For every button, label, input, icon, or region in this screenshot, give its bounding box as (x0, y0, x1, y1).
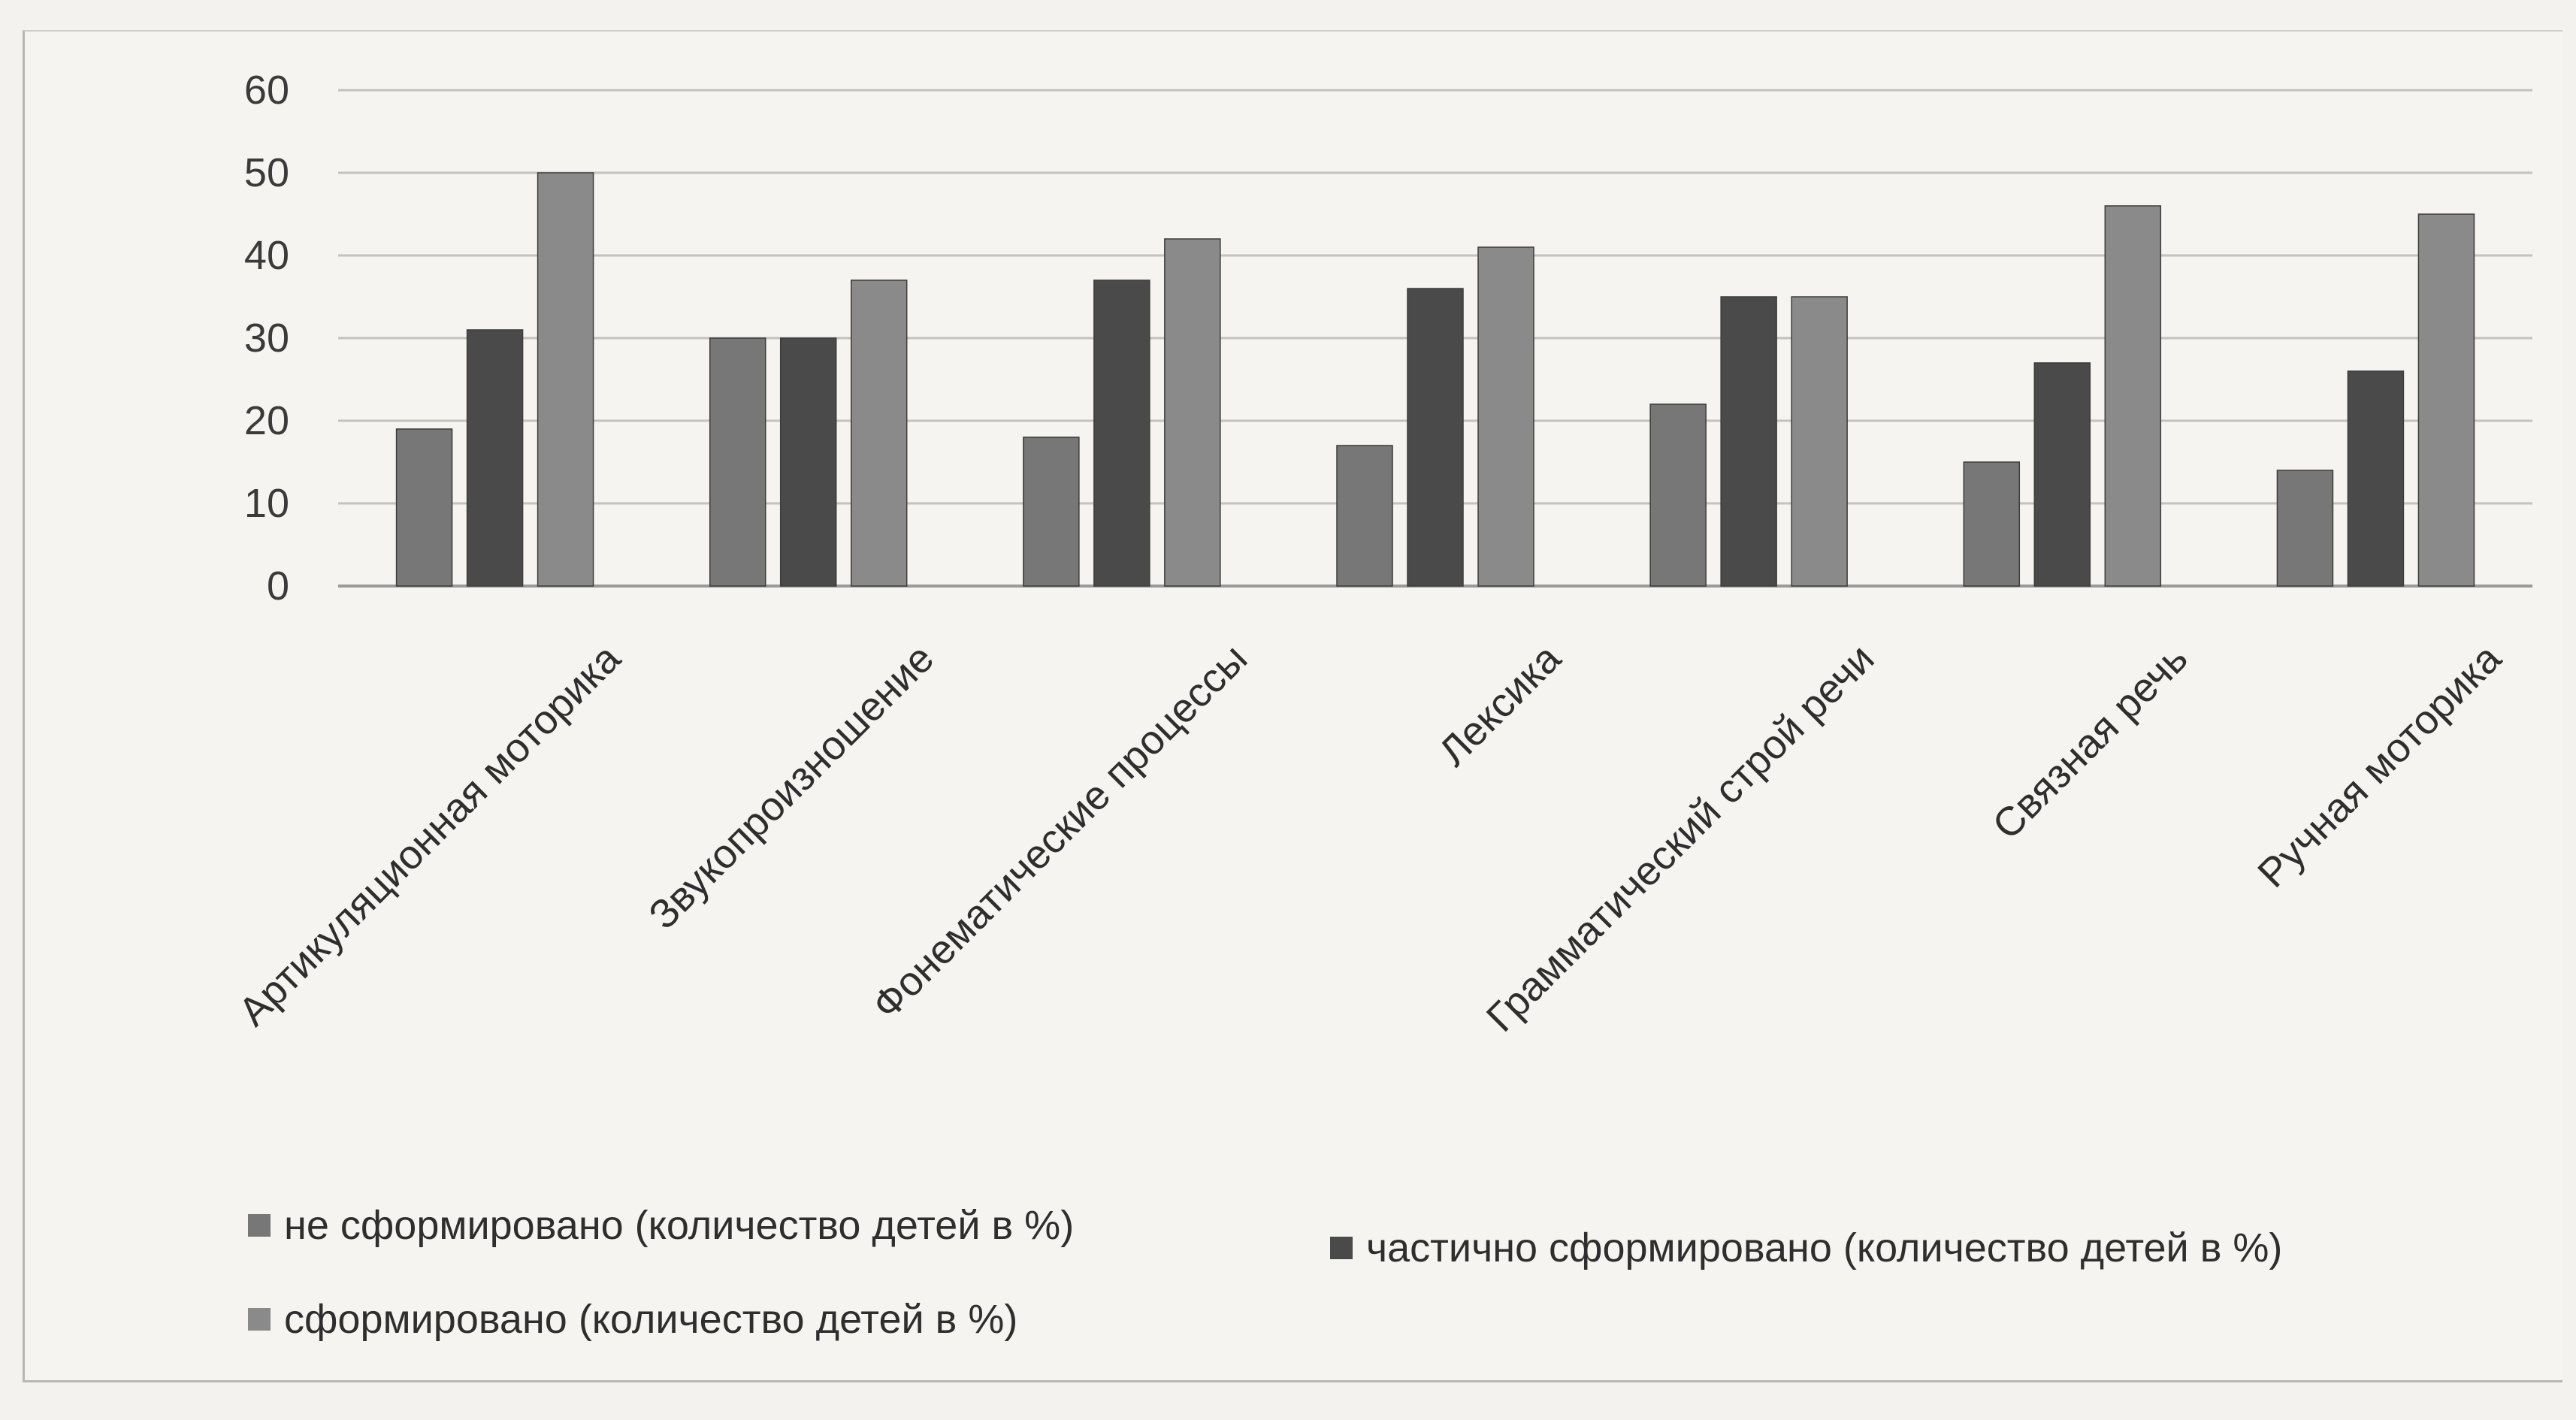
y-tick-label: 30 (244, 316, 289, 361)
bar (466, 329, 524, 587)
bar (850, 279, 908, 587)
legend-label: сформировано (количество детей в %) (284, 1297, 1018, 1342)
x-tick-label: Связная речь (1984, 636, 2197, 848)
legend-item-formed: сформировано (количество детей в %) (248, 1296, 1017, 1343)
y-tick-label: 0 (267, 563, 289, 609)
y-tick-label: 60 (244, 68, 289, 113)
bar (1720, 296, 1777, 587)
bar (2033, 362, 2091, 587)
legend-label: частично сформировано (количество детей … (1366, 1225, 2283, 1270)
x-tick-label: Артикуляционная моторика (230, 635, 630, 1035)
bar (1649, 403, 1707, 587)
bar (2104, 205, 2162, 587)
legend-swatch (248, 1308, 271, 1331)
x-tick-label: Лексика (1430, 635, 1570, 775)
bar (1477, 246, 1534, 587)
bar (395, 428, 453, 587)
bar (1023, 437, 1080, 587)
y-axis-ticks: 0 10 20 30 40 50 60 (244, 68, 289, 609)
bar (2347, 370, 2405, 587)
legend-item-partially-formed: частично сформировано (количество детей … (1330, 1225, 2282, 1271)
bar (2417, 213, 2475, 587)
bars (395, 172, 2475, 587)
y-tick-label: 50 (244, 150, 289, 195)
legend-swatch (1330, 1237, 1353, 1259)
legend-swatch (248, 1214, 271, 1237)
bar (1963, 461, 2021, 587)
legend-label: не сформировано (количество детей в %) (284, 1203, 1075, 1248)
legend-item-not-formed: не сформировано (количество детей в %) (248, 1202, 1074, 1249)
x-axis-labels: Артикуляционная моторика Звукопроизношени… (230, 635, 2510, 1040)
bar (1791, 296, 1848, 587)
bar (709, 337, 766, 587)
bar (2276, 470, 2334, 587)
bar (779, 337, 837, 587)
bar (537, 172, 594, 587)
bar (1164, 238, 1221, 587)
x-tick-label: Звукопроизношение (640, 636, 942, 938)
x-tick-label: Ручная моторика (2249, 635, 2510, 896)
bar (1407, 288, 1464, 587)
bar (1093, 279, 1150, 587)
bar (1336, 445, 1393, 587)
x-tick-label: Фонематические процессы (863, 636, 1256, 1028)
y-tick-label: 20 (244, 398, 289, 443)
y-tick-label: 10 (244, 481, 289, 526)
y-tick-label: 40 (244, 233, 289, 278)
